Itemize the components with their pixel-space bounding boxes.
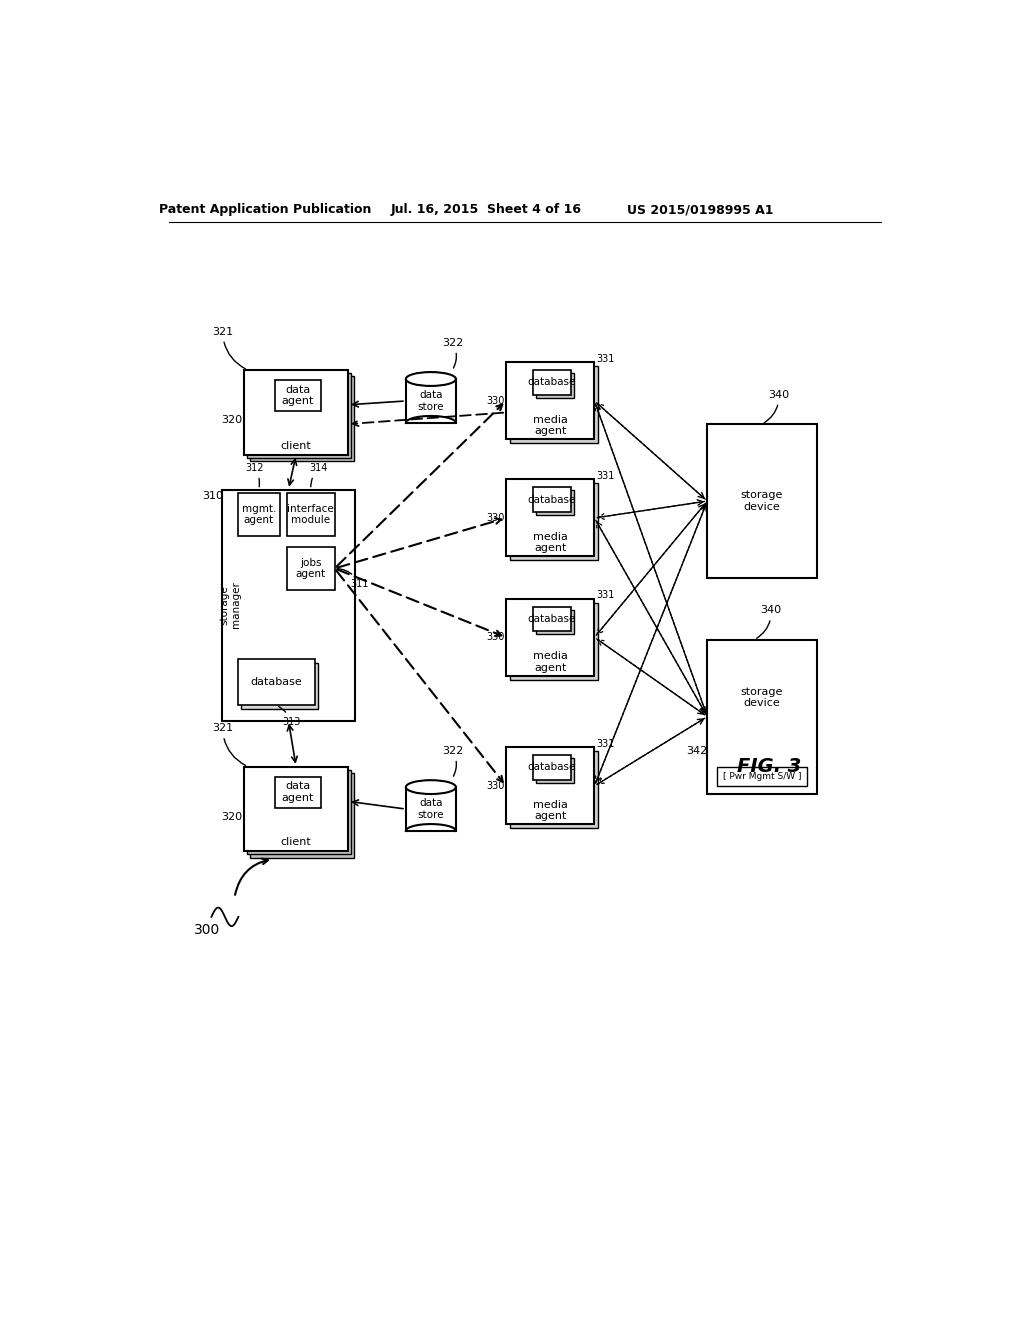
Text: [ Pwr Mgmt S/W ]: [ Pwr Mgmt S/W ] (723, 772, 801, 781)
Text: mgmt.
agent: mgmt. agent (242, 504, 275, 525)
Text: 312: 312 (246, 463, 264, 487)
FancyBboxPatch shape (247, 374, 351, 458)
Text: media
agent: media agent (532, 414, 567, 437)
Text: 330: 330 (486, 513, 505, 523)
FancyBboxPatch shape (238, 494, 280, 536)
Text: jobs
agent: jobs agent (296, 557, 326, 579)
Text: 320: 320 (221, 812, 243, 822)
Text: Patent Application Publication: Patent Application Publication (159, 203, 372, 216)
Text: 331: 331 (596, 354, 614, 363)
FancyBboxPatch shape (536, 374, 574, 397)
FancyBboxPatch shape (536, 610, 574, 635)
Text: 322: 322 (441, 338, 463, 368)
Text: client: client (281, 441, 311, 450)
FancyBboxPatch shape (287, 548, 335, 590)
Text: data
agent: data agent (282, 384, 313, 407)
FancyBboxPatch shape (406, 787, 456, 832)
Text: data
store: data store (418, 799, 444, 820)
Text: 313: 313 (279, 706, 301, 727)
Text: data
agent: data agent (282, 781, 313, 803)
Text: database: database (527, 763, 575, 772)
Text: storage
manager: storage manager (220, 582, 242, 628)
FancyBboxPatch shape (238, 659, 314, 705)
Text: Jul. 16, 2015  Sheet 4 of 16: Jul. 16, 2015 Sheet 4 of 16 (391, 203, 582, 216)
Text: 310: 310 (203, 491, 223, 500)
Text: interface
module: interface module (288, 504, 334, 525)
FancyBboxPatch shape (247, 770, 351, 854)
FancyBboxPatch shape (244, 767, 348, 851)
Text: 340: 340 (757, 606, 781, 639)
FancyBboxPatch shape (274, 380, 321, 411)
Text: 300: 300 (195, 923, 221, 937)
FancyBboxPatch shape (222, 490, 354, 721)
Text: 330: 330 (486, 396, 505, 407)
Text: 321: 321 (212, 723, 246, 766)
Text: 331: 331 (596, 471, 614, 480)
FancyBboxPatch shape (244, 370, 348, 455)
FancyBboxPatch shape (510, 367, 598, 444)
FancyBboxPatch shape (506, 599, 595, 676)
FancyBboxPatch shape (506, 747, 595, 825)
Text: 331: 331 (596, 590, 614, 601)
FancyBboxPatch shape (250, 774, 354, 858)
Text: 322: 322 (441, 746, 463, 776)
Text: media
agent: media agent (532, 651, 567, 673)
Text: storage
device: storage device (740, 686, 783, 709)
Text: 320: 320 (221, 416, 243, 425)
FancyBboxPatch shape (510, 603, 598, 680)
FancyBboxPatch shape (250, 376, 354, 461)
Text: 311: 311 (337, 569, 369, 589)
FancyBboxPatch shape (506, 479, 595, 557)
Ellipse shape (406, 372, 456, 385)
FancyBboxPatch shape (708, 640, 816, 793)
FancyBboxPatch shape (510, 483, 598, 561)
Text: database: database (527, 378, 575, 388)
FancyBboxPatch shape (532, 487, 571, 512)
Text: media
agent: media agent (532, 800, 567, 821)
FancyBboxPatch shape (532, 755, 571, 780)
FancyBboxPatch shape (242, 663, 318, 709)
Text: US 2015/0198995 A1: US 2015/0198995 A1 (627, 203, 773, 216)
FancyBboxPatch shape (406, 379, 456, 422)
Text: storage
device: storage device (740, 490, 783, 512)
Text: media
agent: media agent (532, 532, 567, 553)
Text: 314: 314 (309, 463, 328, 487)
FancyBboxPatch shape (287, 494, 335, 536)
Text: database: database (527, 495, 575, 504)
Text: database: database (527, 614, 575, 624)
Text: 331: 331 (596, 739, 614, 748)
Text: 340: 340 (764, 389, 790, 422)
FancyBboxPatch shape (274, 776, 321, 808)
FancyBboxPatch shape (717, 767, 807, 785)
Text: 330: 330 (486, 632, 505, 643)
Text: database: database (250, 677, 302, 686)
FancyBboxPatch shape (510, 751, 598, 829)
Text: 330: 330 (486, 781, 505, 791)
Text: FIG. 3: FIG. 3 (737, 758, 802, 776)
FancyBboxPatch shape (536, 758, 574, 783)
Ellipse shape (406, 780, 456, 795)
Text: client: client (281, 837, 311, 847)
FancyBboxPatch shape (708, 424, 816, 578)
Text: 342: 342 (686, 746, 708, 756)
FancyBboxPatch shape (506, 363, 595, 440)
FancyBboxPatch shape (532, 370, 571, 395)
FancyBboxPatch shape (532, 607, 571, 631)
Text: 321: 321 (212, 326, 246, 368)
Text: data
store: data store (418, 391, 444, 412)
FancyBboxPatch shape (536, 490, 574, 515)
